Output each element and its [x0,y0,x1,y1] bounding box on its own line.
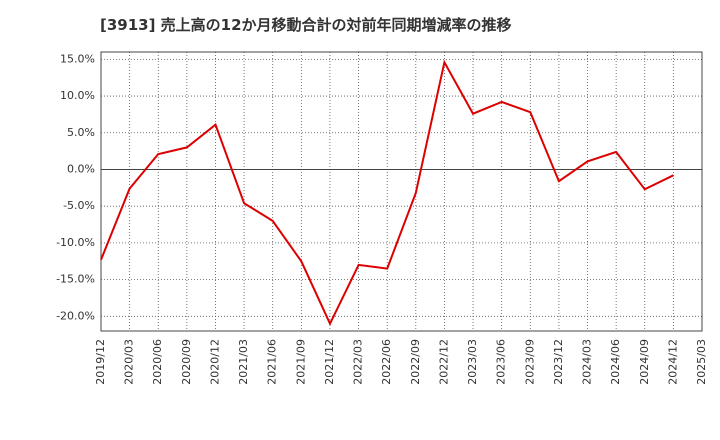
y-tick-label: 10.0% [60,89,95,102]
x-tick-label: 2024/09 [638,339,651,385]
tick-labels: 2019/12 2020/03 2020/06 2020/09 2020/12 2021/… [56,52,708,384]
y-tick-label: -20.0% [56,309,95,322]
chart-title: [3913] 売上高の12か月移動合計の対前年同期増減率の推移 [100,16,512,34]
x-tick-label: 2022/03 [352,339,365,385]
y-tick-label: 15.0% [60,52,95,65]
x-tick-label: 2021/03 [237,339,250,385]
x-tick-label: 2020/06 [151,339,164,385]
plot-area [101,52,702,331]
x-tick-label: 2021/06 [266,339,279,385]
series-layer [100,59,674,327]
x-tick-label: 2020/03 [123,339,136,385]
x-tick-label: 2020/12 [208,339,221,385]
x-tick-label: 2022/09 [409,339,422,385]
x-tick-label: 2023/12 [552,339,565,385]
plot-frame [100,51,703,332]
x-tick-label: 2024/03 [581,339,594,385]
x-tick-label: 2024/06 [609,339,622,385]
axes [100,51,703,332]
x-tick-label: 2022/06 [380,339,393,385]
x-tick-label: 2021/09 [294,339,307,385]
y-tick-label: 5.0% [67,126,95,139]
x-tick-label: 2021/12 [323,339,336,385]
y-tick-label: 0.0% [67,162,95,175]
x-tick-label: 2023/06 [495,339,508,385]
y-tick-label: -5.0% [63,199,95,212]
y-tick-label: -15.0% [56,273,95,286]
x-tick-label: 2020/09 [180,339,193,385]
x-tick-label: 2023/03 [466,339,479,385]
x-tick-label: 2024/12 [666,339,679,385]
x-tick-label: 2025/03 [695,339,708,385]
x-tick-label: 2022/12 [437,339,450,385]
x-tick-label: 2023/09 [523,339,536,385]
x-tick-label: 2019/12 [94,339,107,385]
y-tick-label: -10.0% [56,236,95,249]
